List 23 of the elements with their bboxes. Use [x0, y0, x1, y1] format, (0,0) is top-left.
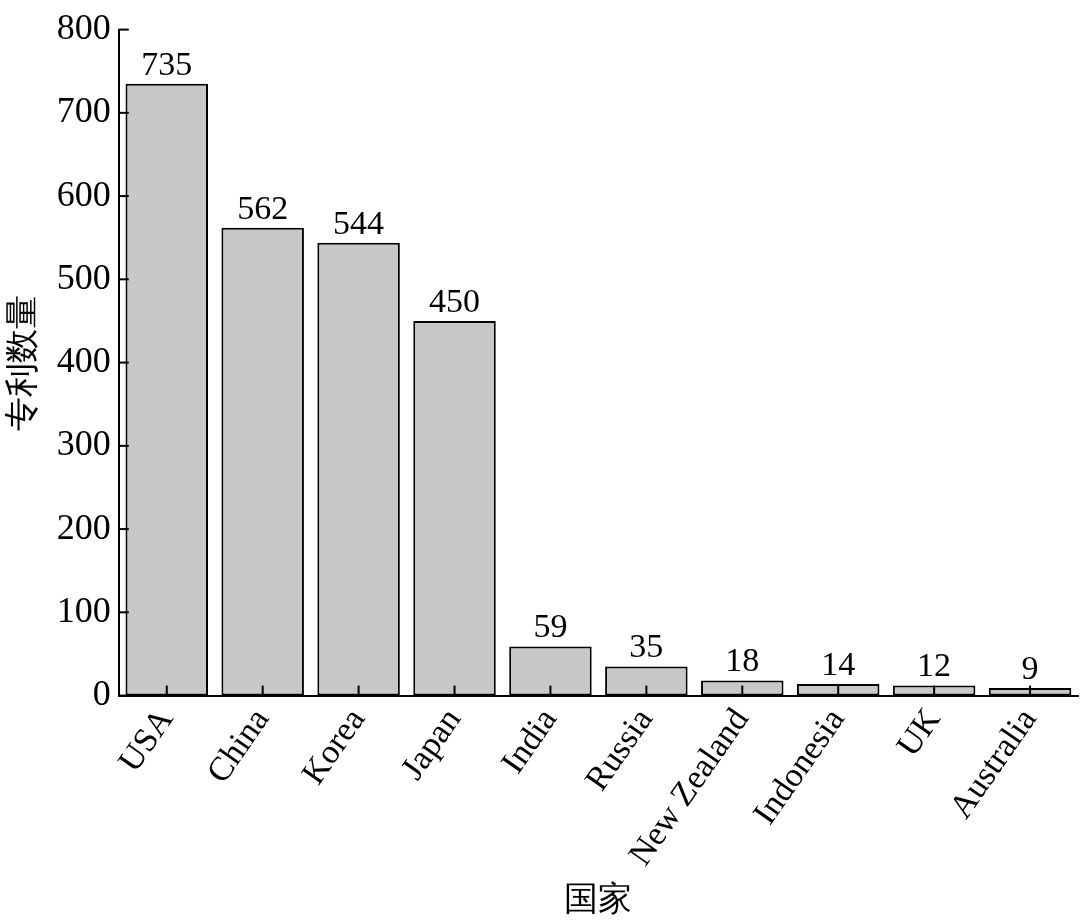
data-label: 562	[237, 188, 289, 226]
x-axis-title: 国家	[564, 879, 633, 917]
y-tick-label: 400	[56, 340, 111, 381]
y-tick-label: 500	[56, 256, 111, 297]
data-label: 450	[429, 281, 481, 319]
data-label: 18	[725, 641, 760, 679]
data-label: 12	[917, 646, 952, 684]
y-tick-label: 700	[56, 90, 111, 131]
data-label: 9	[1021, 648, 1039, 686]
data-label: 544	[333, 203, 385, 241]
data-label: 14	[821, 644, 856, 682]
y-tick-label: 800	[56, 7, 111, 48]
data-label: 735	[141, 44, 193, 82]
y-tick-label: 0	[92, 673, 111, 714]
y-tick-label: 300	[56, 423, 111, 464]
x-tick-label: USA	[110, 700, 181, 779]
y-tick-label: 600	[56, 173, 111, 214]
data-label: 59	[533, 607, 568, 645]
y-tick-label: 200	[56, 506, 111, 547]
y-axis-title: 专利数量	[3, 294, 41, 431]
y-tick-label: 100	[56, 589, 111, 630]
x-tick-label: UK	[888, 700, 948, 763]
data-label: 35	[629, 627, 664, 665]
